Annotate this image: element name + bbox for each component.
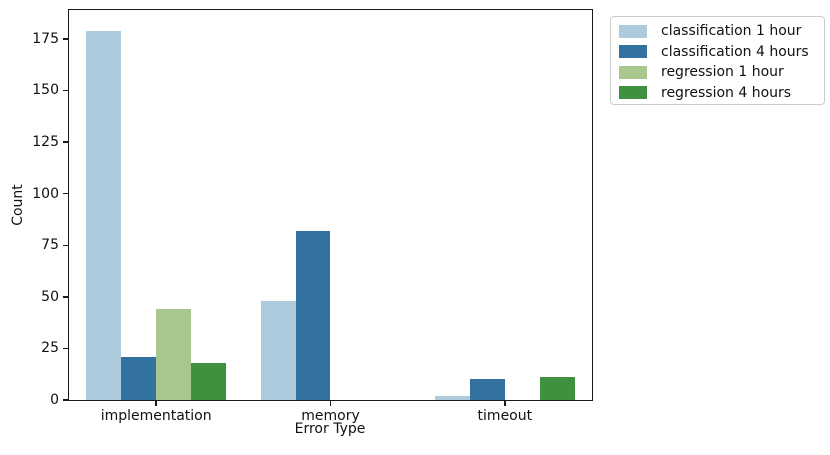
legend-swatch-classification-4-hours (619, 45, 647, 59)
legend-item-classification-1-hour: classification 1 hour (619, 21, 824, 42)
legend-swatch-regression-4-hours (619, 86, 647, 100)
y-tick-label-75: 75 (41, 237, 59, 254)
legend-item-regression-1-hour: regression 1 hour (619, 62, 824, 83)
x-tick-label-memory: memory (301, 408, 360, 424)
y-tick-label-50: 50 (41, 288, 59, 305)
y-tick-mark-25 (63, 347, 68, 350)
legend-item-regression-4-hours: regression 4 hours (619, 83, 824, 104)
legend: classification 1 hour classification 4 ho… (610, 16, 825, 105)
y-tick-label-125: 125 (32, 134, 59, 151)
plot-area: 0 25 50 75 100 125 150 175 implementation memory t… (32, 9, 593, 424)
y-tick-mark-175 (63, 38, 68, 40)
legend-swatch-regression-1-hour (619, 65, 647, 79)
bar-implementation-regression-4-hours (191, 362, 226, 400)
x-tick-mark-timeout (504, 401, 506, 406)
y-tick-label-100: 100 (32, 185, 59, 202)
y-tick-label-150: 150 (32, 82, 59, 99)
y-tick-label-0: 0 (50, 392, 59, 408)
legend-item-classification-4-hours: classification 4 hours (619, 42, 824, 63)
y-axis-label: Count (10, 184, 26, 226)
x-tick-label-timeout: timeout (477, 408, 533, 424)
y-tick-mark-150 (63, 89, 68, 92)
y-tick-mark-100 (63, 192, 68, 195)
y-tick-mark-50 (63, 296, 68, 298)
y-tick-mark-0 (63, 399, 68, 401)
bar-timeout-classification-1-hour (435, 395, 470, 400)
x-tick-mark-memory (329, 401, 332, 406)
x-tick-mark-implementation (155, 401, 157, 406)
y-tick-mark-125 (63, 141, 68, 143)
bar-memory-classification-4-hours (295, 230, 331, 400)
legend-label-regression-1-hour: regression 1 hour (661, 64, 784, 81)
legend-swatch-classification-1-hour (619, 24, 647, 38)
x-axis-label: Error Type (294, 421, 366, 437)
y-tick-mark-75 (63, 244, 68, 246)
bar-memory-classification-1-hour (260, 300, 296, 400)
x-tick-label-implementation: implementation (100, 408, 212, 424)
legend-label-classification-4-hours: classification 4 hours (661, 43, 809, 60)
legend-label-classification-1-hour: classification 1 hour (661, 23, 802, 40)
bar-timeout-regression-4-hours (539, 377, 575, 400)
y-tick-label-175: 175 (32, 30, 59, 47)
bar-timeout-classification-4-hours (469, 379, 505, 400)
bar-implementation-regression-1-hour (156, 309, 192, 400)
bar-implementation-classification-4-hours (121, 356, 157, 400)
legend-label-regression-4-hours: regression 4 hours (661, 84, 792, 101)
y-tick-label-25: 25 (41, 340, 59, 357)
bar-implementation-classification-1-hour (86, 30, 122, 400)
